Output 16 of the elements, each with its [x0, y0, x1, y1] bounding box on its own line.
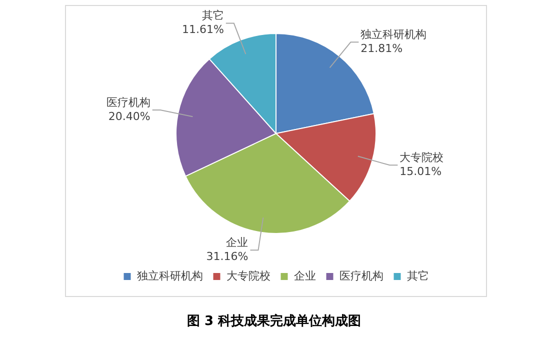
- legend-label: 大专院校: [226, 269, 270, 282]
- slice-label: 大专院校: [400, 150, 444, 164]
- legend-label: 企业: [294, 269, 316, 282]
- data-label: 21.81%: [360, 42, 403, 55]
- data-label: 31.16%: [206, 250, 248, 264]
- slice-label: 其它: [202, 9, 224, 22]
- data-label: 11.61%: [182, 23, 224, 36]
- data-label: 15.01%: [400, 164, 442, 178]
- legend-label: 医疗机构: [339, 269, 384, 282]
- slice-label: 独立科研机构: [360, 28, 427, 41]
- slice-label: 医疗机构: [106, 96, 150, 109]
- legend-label: 独立科研机构: [136, 269, 203, 282]
- data-label: 20.40%: [108, 110, 150, 123]
- legend-label: 其它: [406, 269, 429, 282]
- text: 图 3 科技成果完成单位构成图: [186, 312, 362, 330]
- slice-label: 企业: [226, 236, 248, 250]
